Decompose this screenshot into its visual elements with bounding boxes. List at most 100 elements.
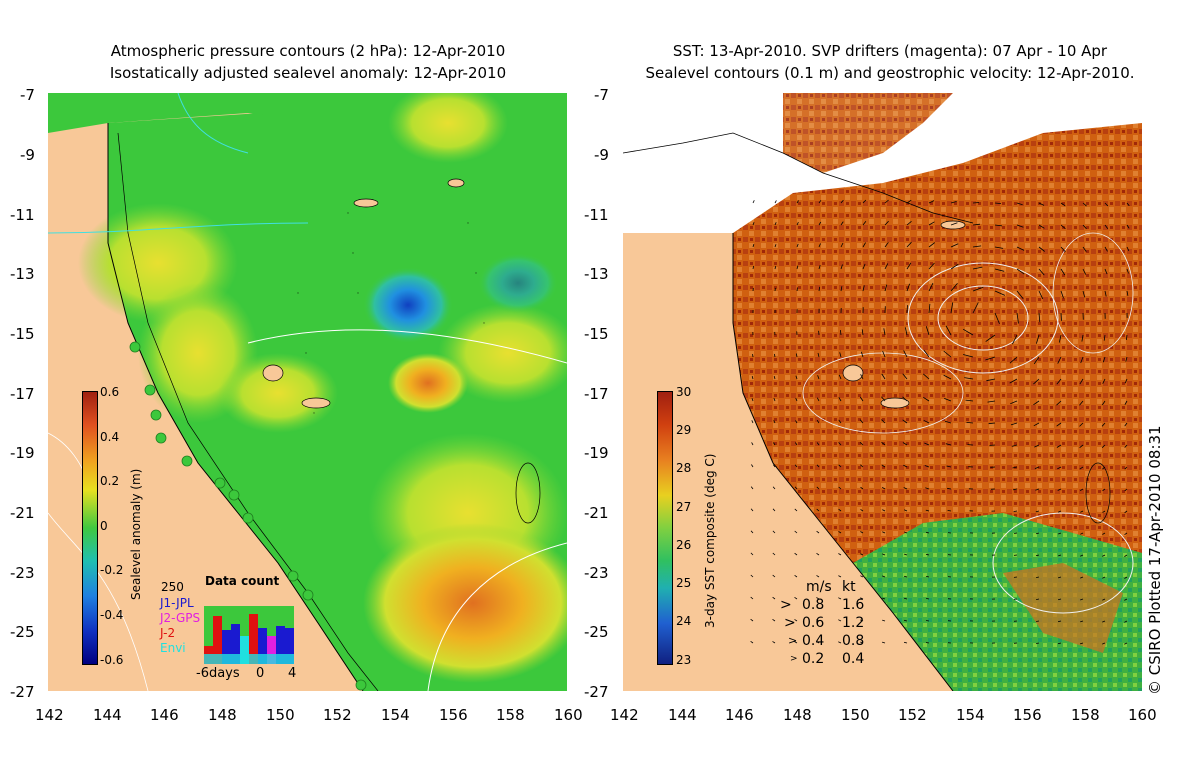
velocity-arrow [950, 302, 954, 314]
velocity-arrow [1081, 334, 1084, 342]
velocity-arrow [1057, 510, 1062, 513]
velocity-arrow [1102, 532, 1106, 535]
velocity-arrow [1102, 378, 1106, 384]
velocity-arrow [774, 244, 777, 248]
velocity-arrow [1082, 268, 1087, 275]
velocity-arrow [1038, 290, 1044, 300]
velocity-arrow [1036, 334, 1040, 344]
velocity-arrow [881, 486, 886, 490]
velocity-arrow [906, 283, 910, 292]
velocity-arrow [1036, 642, 1040, 644]
velocity-arrow [962, 328, 974, 336]
velocity-arrow [985, 356, 996, 361]
x-tick: 160 [1128, 706, 1157, 724]
sla-tick-3: 0 [100, 519, 108, 533]
velocity-arrow [1058, 642, 1062, 645]
velocity-arrow [816, 486, 820, 490]
velocity-arrow [1124, 400, 1128, 405]
velocity-arrow [816, 619, 820, 622]
velocity-arrow [950, 263, 959, 270]
velocity-arrow [1016, 246, 1025, 251]
velocity-arrow [1102, 510, 1106, 513]
velocity-arrow [860, 619, 864, 622]
velocity-arrow [860, 351, 864, 358]
velocity-arrow [816, 575, 820, 578]
velocity-arrow [994, 202, 1002, 204]
velocity-arrow [943, 350, 952, 358]
velocity-arrow [903, 464, 908, 468]
velocity-arrow [1038, 246, 1045, 252]
velocity-arrow [1102, 576, 1106, 579]
y-tick: -13 [584, 265, 609, 283]
velocity-arrow [840, 242, 844, 248]
velocity-arrow [840, 221, 844, 226]
velocity-arrow [926, 576, 930, 578]
velocity-arrow [750, 618, 754, 622]
y-tick: -27 [10, 683, 35, 701]
velocity-arrow [972, 286, 984, 292]
velocity-arrow [1079, 466, 1084, 470]
velocity-arrow [1126, 246, 1130, 252]
velocity-arrow [884, 199, 889, 204]
velocity-arrow [1056, 378, 1062, 385]
x-tick: 152 [323, 706, 352, 724]
velocity-arrow [772, 574, 776, 578]
velocity-arrow [816, 552, 820, 556]
velocity-arrow [882, 509, 886, 512]
velocity-arrow [794, 574, 798, 578]
velocity-arrow [1124, 510, 1128, 514]
velocity-arrow [750, 508, 754, 512]
legend-j1-jpl: J1-JPL [160, 596, 194, 610]
velocity-arrow [1126, 202, 1130, 207]
velocity-arrow [1082, 246, 1087, 252]
velocity-arrow [1016, 290, 1024, 300]
sst-tick-6: 24 [676, 614, 692, 628]
velocity-arrow [794, 442, 798, 446]
velocity-arrow [1009, 378, 1018, 384]
y-tick: -15 [584, 325, 609, 343]
velocity-arrow [903, 350, 908, 358]
velocity-arrow [773, 398, 776, 402]
y-tick: -7 [20, 86, 35, 104]
velocity-arrow [1124, 422, 1128, 427]
velocity-arrow [1079, 444, 1084, 449]
y-tick: -21 [584, 504, 609, 522]
velocity-arrow [994, 290, 1006, 296]
velocity-arrow [1014, 532, 1018, 534]
velocity-arrow [881, 441, 886, 446]
velocity-arrow [860, 374, 864, 380]
sealevel-anomaly-map [48, 93, 567, 691]
sst-tick-0: 30 [676, 385, 692, 399]
velocity-arrow [928, 242, 936, 248]
velocity-arrow [1126, 268, 1129, 274]
velocity-legend-ms: 0.4 [802, 633, 825, 649]
velocity-arrow-icon: > [790, 654, 798, 664]
y-tick: -17 [10, 385, 35, 403]
sst-map [623, 93, 1142, 691]
velocity-arrow [816, 464, 820, 468]
velocity-arrow [1033, 422, 1040, 427]
velocity-arrow [923, 373, 930, 380]
velocity-arrow [1013, 510, 1018, 512]
velocity-arrow [752, 222, 755, 226]
velocity-arrow [817, 375, 820, 380]
velocity-arrow [923, 396, 930, 402]
velocity-arrow [1057, 488, 1062, 491]
velocity-arrow [1034, 466, 1040, 469]
velocity-arrow [902, 396, 908, 402]
velocity-arrow [1038, 268, 1045, 276]
velocity-arrow [1079, 642, 1084, 645]
velocity-arrow [1102, 488, 1106, 492]
velocity-arrow [1060, 290, 1064, 299]
velocity-arrow [1033, 378, 1040, 385]
velocity-arrow [1060, 268, 1066, 276]
velocity-arrow [1101, 444, 1106, 448]
velocity-arrow [1033, 400, 1040, 406]
velocity-arrow [1126, 290, 1129, 296]
velocity-arrow [926, 598, 930, 600]
velocity-arrow [752, 243, 755, 248]
y-tick: -13 [10, 265, 35, 283]
velocity-arrow [750, 552, 754, 556]
velocity-arrow [950, 283, 958, 292]
velocity-arrow [796, 222, 799, 226]
